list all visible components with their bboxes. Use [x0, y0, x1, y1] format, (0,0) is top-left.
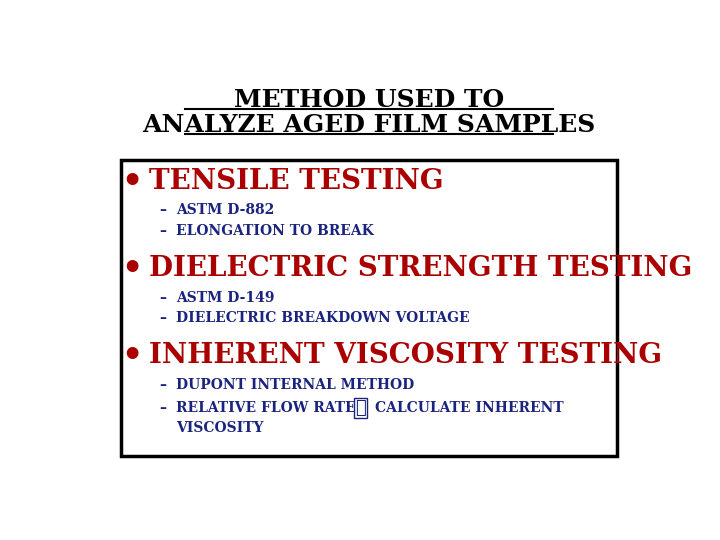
Text: DIELECTRIC BREAKDOWN VOLTAGE: DIELECTRIC BREAKDOWN VOLTAGE — [176, 312, 470, 326]
Text: VISCOSITY: VISCOSITY — [176, 421, 264, 435]
Text: METHOD USED TO: METHOD USED TO — [234, 88, 504, 112]
Text: DIELECTRIC STRENGTH TESTING: DIELECTRIC STRENGTH TESTING — [148, 255, 692, 282]
Text: ANALYZE AGED FILM SAMPLES: ANALYZE AGED FILM SAMPLES — [143, 113, 595, 137]
Text: RELATIVE FLOW RATE: RELATIVE FLOW RATE — [176, 401, 356, 415]
Text: •: • — [121, 252, 143, 285]
Bar — [121, 160, 617, 456]
Text: DUPONT INTERNAL METHOD: DUPONT INTERNAL METHOD — [176, 378, 415, 392]
Text: CALCULATE INHERENT: CALCULATE INHERENT — [374, 401, 563, 415]
Text: ELONGATION TO BREAK: ELONGATION TO BREAK — [176, 224, 374, 238]
Text: –: – — [159, 378, 166, 392]
Text: –: – — [159, 204, 166, 217]
Text: –: – — [159, 401, 166, 415]
Text: ⎆: ⎆ — [355, 399, 366, 417]
Text: ASTM D-882: ASTM D-882 — [176, 204, 275, 217]
Text: –: – — [159, 291, 166, 305]
Text: –: – — [159, 312, 166, 326]
Text: ASTM D-149: ASTM D-149 — [176, 291, 275, 305]
Text: INHERENT VISCOSITY TESTING: INHERENT VISCOSITY TESTING — [148, 342, 662, 369]
Text: –: – — [159, 224, 166, 238]
Text: TENSILE TESTING: TENSILE TESTING — [148, 168, 444, 195]
Text: •: • — [121, 339, 143, 373]
Text: •: • — [121, 165, 143, 198]
